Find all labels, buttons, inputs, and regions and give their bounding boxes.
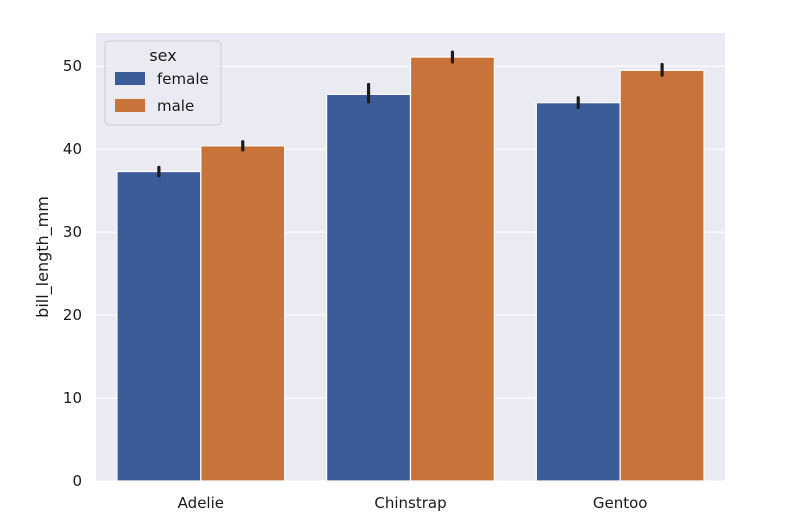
y-tick-label: 10 bbox=[63, 389, 82, 407]
bar-female-adelie bbox=[116, 170, 202, 482]
bars bbox=[116, 56, 705, 482]
y-tick-label: 0 bbox=[72, 472, 82, 490]
legend-title: sex bbox=[149, 46, 176, 65]
y-axis-ticks: 0 10 20 30 40 50 bbox=[63, 57, 82, 490]
legend-label-female: female bbox=[157, 70, 209, 88]
legend: sex female male bbox=[104, 40, 222, 126]
bar-female-gentoo bbox=[535, 102, 621, 482]
error-bars bbox=[157, 50, 664, 178]
bar-male-gentoo bbox=[619, 69, 705, 482]
bar-male-adelie bbox=[200, 145, 286, 482]
y-axis-label: bill_length_mm bbox=[33, 196, 53, 318]
legend-label-male: male bbox=[157, 97, 194, 115]
y-tick-label: 30 bbox=[63, 223, 82, 241]
x-tick-label: Gentoo bbox=[593, 494, 648, 512]
x-tick-label: Chinstrap bbox=[374, 494, 446, 512]
x-tick-label: Adelie bbox=[178, 494, 224, 512]
y-tick-label: 40 bbox=[63, 140, 82, 158]
legend-swatch-female bbox=[115, 72, 145, 85]
y-tick-label: 50 bbox=[63, 57, 82, 75]
bar-female-chinstrap bbox=[326, 93, 412, 482]
bar-male-chinstrap bbox=[409, 56, 495, 482]
y-tick-label: 20 bbox=[63, 306, 82, 324]
legend-swatch-male bbox=[115, 99, 145, 112]
x-axis-ticks: Adelie Chinstrap Gentoo bbox=[178, 494, 648, 512]
